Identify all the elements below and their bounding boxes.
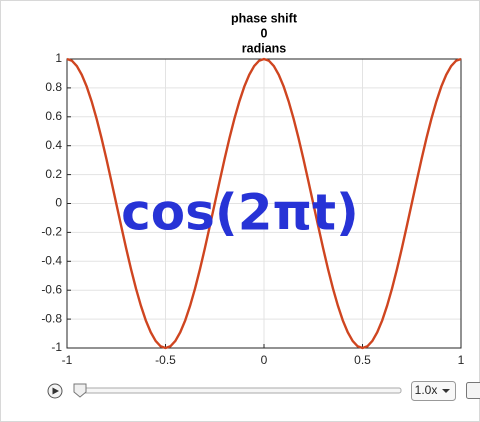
y-tick-label: -0.8 <box>41 311 62 325</box>
speed-label: 1.0x <box>415 383 438 397</box>
y-tick-label: 0.6 <box>45 109 62 123</box>
y-tick-label: 1 <box>55 51 62 65</box>
y-tick-label: -0.2 <box>41 225 62 239</box>
y-tick-label: 0.2 <box>45 167 62 181</box>
slider-track[interactable] <box>74 387 402 394</box>
y-tick-label: -0.6 <box>41 282 62 296</box>
x-tick-label: 1 <box>458 353 465 367</box>
export-button[interactable] <box>466 382 480 399</box>
y-tick-label: 0.4 <box>45 138 62 152</box>
x-tick-label: -0.5 <box>155 353 176 367</box>
y-tick-label: -1 <box>51 340 62 354</box>
chart-title: radians <box>242 41 287 55</box>
x-tick-label: -1 <box>62 353 73 367</box>
line-series <box>66 57 462 350</box>
y-tick-label: 0 <box>55 196 62 210</box>
x-tick-label: 0.5 <box>354 353 371 367</box>
play-icon <box>52 387 59 395</box>
chart-title: 0 <box>261 26 268 40</box>
speed-dropdown[interactable] <box>411 381 456 401</box>
x-tick-label: 0 <box>261 353 268 367</box>
plot-layer: -1 -0.8 -0.6 -0.4 -0.2 0 0.2 0.4 0.6 0.8 1 -1 -0.5 0 0… <box>41 51 464 367</box>
player-controls: 1.0x <box>47 381 480 401</box>
y-tick-label: -0.4 <box>41 253 62 267</box>
y-tick-label: 0.8 <box>45 80 62 94</box>
chart-title: phase shift <box>231 11 298 25</box>
annotation: cos(2πt) <box>121 184 359 242</box>
slider-thumb[interactable] <box>73 383 87 398</box>
dropdown-arrow <box>442 389 450 393</box>
